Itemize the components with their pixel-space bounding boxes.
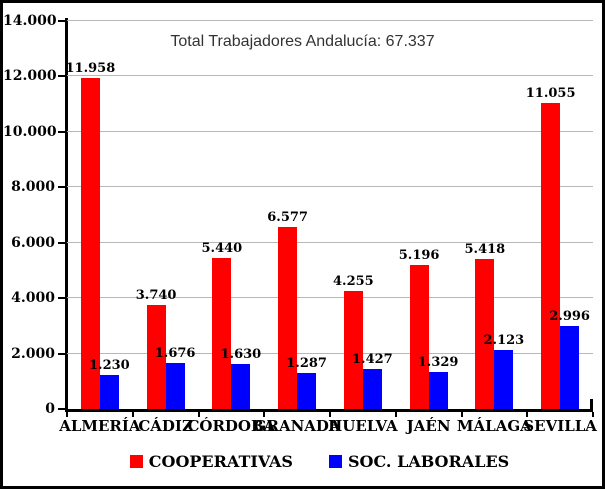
bar-cooperativas-2	[212, 258, 232, 409]
category-axis-labels: ALMERÍA CÁDIZ CÓRDOBA GRANADA HUELVA JAÉN MÁLA…	[59, 417, 597, 437]
y-axis-tick	[58, 352, 65, 355]
x-axis-tick	[460, 412, 463, 417]
legend-item-soc-laborales: SOC. LABORALES	[328, 452, 510, 471]
y-axis-tick	[58, 186, 65, 189]
y-axis-tick	[58, 408, 65, 410]
bar-value-label: 1.427	[352, 352, 393, 367]
bar-soc-laborales-2	[231, 364, 251, 409]
y-axis-tick	[58, 241, 65, 244]
x-axis-tick	[329, 412, 331, 417]
bar-value-label: 11.958	[65, 61, 116, 76]
category-label: SEVILLA	[523, 417, 597, 435]
category-label: JAÉN	[406, 417, 451, 435]
y-axis-line	[65, 18, 68, 412]
legend-label-soc-laborales: SOC. LABORALES	[347, 452, 510, 471]
y-axis-label: 0	[45, 401, 55, 417]
x-axis-tick	[66, 412, 68, 417]
y-axis-label: 2.000	[11, 345, 55, 362]
bar-value-label: 2.123	[483, 333, 525, 348]
x-axis-tick	[197, 412, 200, 417]
bar-value-label: 2.996	[549, 309, 590, 324]
bar-cooperativas-4	[343, 291, 363, 409]
category-label: MÁLAGA	[456, 417, 532, 435]
y-axis-label: 4.000	[11, 290, 55, 307]
category-label: GRANADA	[253, 417, 341, 435]
gridline	[67, 297, 593, 299]
x-axis-tick	[526, 412, 529, 417]
bar-value-label: 5.440	[201, 241, 243, 256]
y-axis-label: 8.000	[11, 179, 55, 196]
y-axis-label: 10.000	[3, 123, 57, 140]
bar-cooperativas-6	[475, 259, 495, 409]
bar-cooperativas-0	[80, 78, 100, 409]
x-axis-tick	[394, 412, 397, 417]
x-axis-line	[65, 409, 593, 412]
gridline	[67, 352, 593, 354]
y-axis-label: 14.000	[3, 13, 57, 29]
bar-value-label: 1.630	[220, 347, 262, 362]
x-axis-tick	[131, 412, 134, 417]
legend-item-cooperativas: COOPERATIVAS	[129, 452, 293, 471]
bar-value-label: 1.329	[417, 355, 459, 370]
bar-soc-laborales-6	[494, 350, 514, 409]
bar-soc-laborales-0	[99, 375, 119, 409]
y-axis-tick	[58, 297, 65, 300]
legend-swatch-soc-laborales-icon	[328, 455, 342, 468]
bar-soc-laborales-3	[297, 373, 317, 409]
bar-cooperativas-3	[278, 227, 298, 409]
bar-soc-laborales-4	[362, 369, 382, 409]
gridline	[67, 130, 593, 132]
bar-value-label: 1.287	[286, 356, 327, 371]
x-axis-tick	[263, 412, 266, 417]
bar-value-label: 5.196	[398, 248, 440, 263]
bar-cooperativas-5	[409, 265, 429, 409]
bar-soc-laborales-5	[428, 372, 448, 409]
legend: COOPERATIVAS SOC. LABORALES	[3, 452, 602, 471]
gridline	[67, 20, 593, 21]
legend-swatch-cooperativas-icon	[129, 455, 143, 468]
y-axis-tick	[58, 130, 65, 133]
bar-value-label: 1.676	[154, 346, 196, 361]
chart-title: Total Trabajadores Andalucía: 67.337	[170, 33, 435, 50]
bar-cooperativas-1	[146, 305, 166, 409]
y-axis: 14.000 12.000 10.000 8.000 6.000 4.000 2.000 0	[3, 13, 65, 417]
bar-value-label: 5.418	[464, 242, 506, 257]
plot-area: 11.958 3.740 5.440 6.577 4.255 5.196 5.418 11.0…	[65, 20, 593, 409]
gridline	[67, 186, 593, 188]
bar-value-label: 3.740	[135, 288, 177, 303]
gridline	[67, 75, 593, 77]
y-axis-label: 12.000	[3, 68, 57, 85]
x-axis-ticks	[66, 412, 594, 418]
bar-soc-laborales-1	[165, 363, 185, 409]
x-axis-tick	[592, 412, 594, 417]
bar-cooperativas-7	[541, 103, 561, 409]
bar-value-label: 1.230	[89, 358, 130, 373]
gridline	[67, 241, 593, 243]
y-axis-tick	[58, 75, 65, 78]
bar-value-label: 4.255	[333, 274, 374, 289]
bar-value-label: 6.577	[267, 210, 308, 225]
category-label: ALMERÍA	[59, 417, 141, 435]
bar-soc-laborales-7	[560, 326, 580, 409]
legend-label-cooperativas: COOPERATIVAS	[148, 452, 293, 471]
category-label: CÁDIZ	[138, 417, 193, 435]
x-axis-end-tick	[590, 399, 593, 410]
category-label: CÓRDOBA	[187, 417, 276, 435]
category-label: HUELVA	[328, 417, 398, 435]
y-axis-label: 6.000	[11, 234, 55, 251]
y-axis-tick	[58, 20, 65, 22]
bar-value-label: 11.055	[525, 86, 576, 101]
